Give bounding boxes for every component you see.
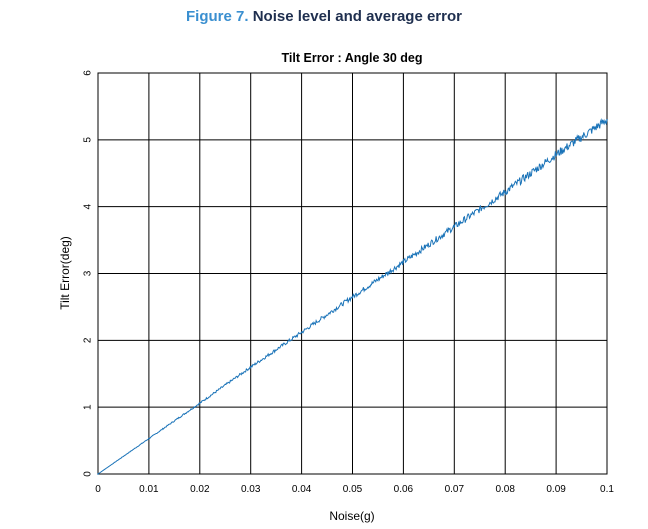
series-point [249, 366, 252, 368]
y-tick-label: 5 [83, 137, 94, 143]
series-point [555, 153, 557, 156]
x-axis-ticks: 0 0.01 0.02 0.03 0.04 0.05 0.06 0.07 0.08 0.09 0.1 [95, 484, 614, 495]
grid [98, 73, 607, 474]
series-point [453, 225, 456, 228]
x-tick-label: 0.03 [241, 484, 261, 495]
x-tick-label: 0.1 [600, 484, 614, 495]
x-tick-label: 0.09 [546, 484, 566, 495]
x-tick-label: 0.05 [343, 484, 363, 495]
series-line [97, 117, 608, 475]
y-axis-label: Tilt Error(deg) [58, 236, 72, 310]
y-tick-label: 6 [83, 70, 94, 76]
series-point [504, 191, 507, 193]
x-tick-label: 0.07 [445, 484, 465, 495]
x-tick-label: 0 [95, 484, 101, 495]
series-point [402, 261, 405, 263]
series-point [606, 118, 608, 121]
chart-title: Tilt Error : Angle 30 deg [282, 51, 423, 65]
x-axis-label: Noise(g) [329, 509, 374, 523]
figure-title: Noise level and average error [252, 8, 462, 25]
series-point [300, 331, 303, 334]
x-tick-label: 0.01 [139, 484, 159, 495]
figure-caption: Figure 7. Noise level and average error [0, 8, 648, 25]
x-tick-label: 0.08 [495, 484, 515, 495]
figure-number: Figure 7. [186, 8, 249, 25]
x-tick-label: 0.06 [394, 484, 414, 495]
series-layer [97, 117, 608, 475]
x-tick-label: 0.02 [190, 484, 210, 495]
y-axis-ticks: 0 1 2 3 4 5 6 [83, 70, 94, 477]
series-point [199, 402, 201, 404]
series-point [351, 296, 354, 298]
x-tick-label: 0.04 [292, 484, 312, 495]
y-tick-label: 0 [83, 471, 94, 477]
y-tick-label: 2 [83, 337, 94, 343]
y-tick-label: 1 [83, 404, 94, 410]
y-tick-label: 3 [83, 270, 94, 276]
plot-frame [97, 72, 608, 475]
y-tick-label: 4 [83, 203, 94, 209]
series-point [97, 473, 99, 475]
series-point [148, 437, 150, 440]
